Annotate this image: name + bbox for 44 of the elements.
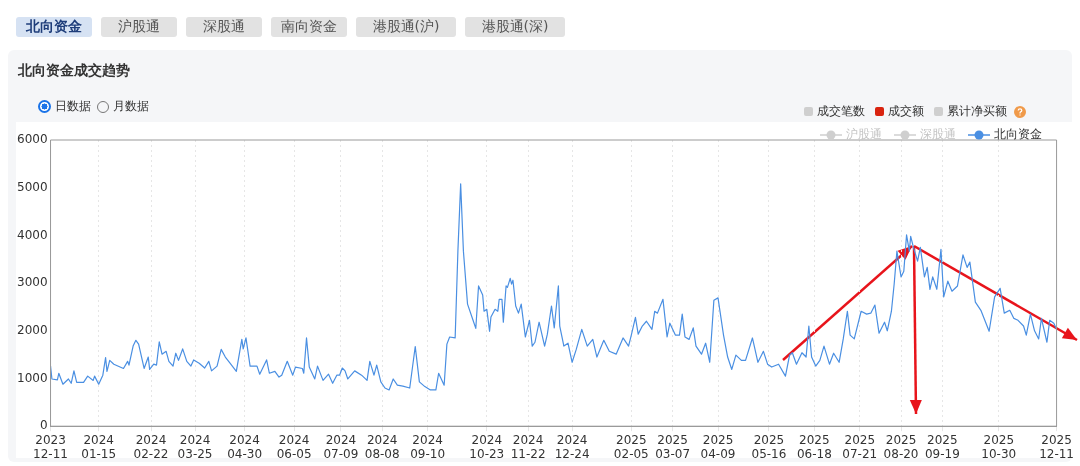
text: 成交笔数 (817, 103, 865, 120)
x-tick-label: 2024 06-05 (276, 432, 312, 461)
x-tick-label: 2024 12-24 (554, 432, 590, 461)
y-tick-label: 6000 (16, 132, 48, 147)
x-tick-label: 2025 09-19 (924, 432, 960, 461)
text: 港股通(沪) (356, 17, 456, 37)
text: 南向资金 (271, 17, 347, 37)
x-tick-label: 2025 04-09 (700, 432, 736, 461)
annotation: 深股通 (920, 126, 956, 143)
x-tick-label: 2025 06-18 (796, 432, 832, 461)
text: 北向资金 (16, 17, 92, 37)
chart-title: 北向资金成交趋势 (18, 62, 130, 80)
x-tick-label: 2024 03-25 (177, 432, 213, 461)
x-tick-label: 2024 11-22 (510, 432, 546, 461)
text: 沪股通 (101, 17, 177, 37)
y-tick-label: 2000 (16, 322, 48, 337)
x-tick-label: 2025 03-07 (655, 432, 691, 461)
annotation: 沪股通 (846, 126, 882, 143)
text: 月数据 (113, 98, 149, 115)
x-tick-label: 2025 12-11 (1039, 432, 1074, 461)
x-tick-label: 2024 09-10 (410, 432, 446, 461)
y-tick-label: 1000 (16, 370, 48, 385)
x-tick-label: 2025 07-21 (842, 432, 878, 461)
y-tick-label: 3000 (16, 275, 48, 290)
y-tick-label: 4000 (16, 227, 48, 242)
text: 港股通(深) (465, 17, 565, 37)
legend-label: 北向资金 (994, 126, 1042, 143)
x-tick-label: 2025 08-20 (883, 432, 919, 461)
text: 深股通 (186, 17, 262, 37)
text: 累计净买额 (947, 103, 1007, 120)
x-tick-label: 2024 10-23 (469, 432, 505, 461)
x-tick-label: 2024 08-08 (364, 432, 400, 461)
text: 成交额 (888, 103, 924, 120)
x-tick-label: 2024 04-30 (227, 432, 263, 461)
x-tick-label: 2025 10-30 (981, 432, 1017, 461)
x-tick-label: 2025 05-16 (751, 432, 787, 461)
y-tick-label: 5000 (16, 179, 48, 194)
x-tick-label: 2024 01-15 (81, 432, 117, 461)
x-tick-label: 2024 07-09 (323, 432, 359, 461)
text: 日数据 (55, 98, 91, 115)
x-tick-label: 2023 12-11 (33, 432, 68, 461)
y-tick-label: 0 (39, 418, 48, 433)
x-tick-label: 2025 02-05 (613, 432, 649, 461)
x-tick-label: 2024 02-22 (133, 432, 169, 461)
